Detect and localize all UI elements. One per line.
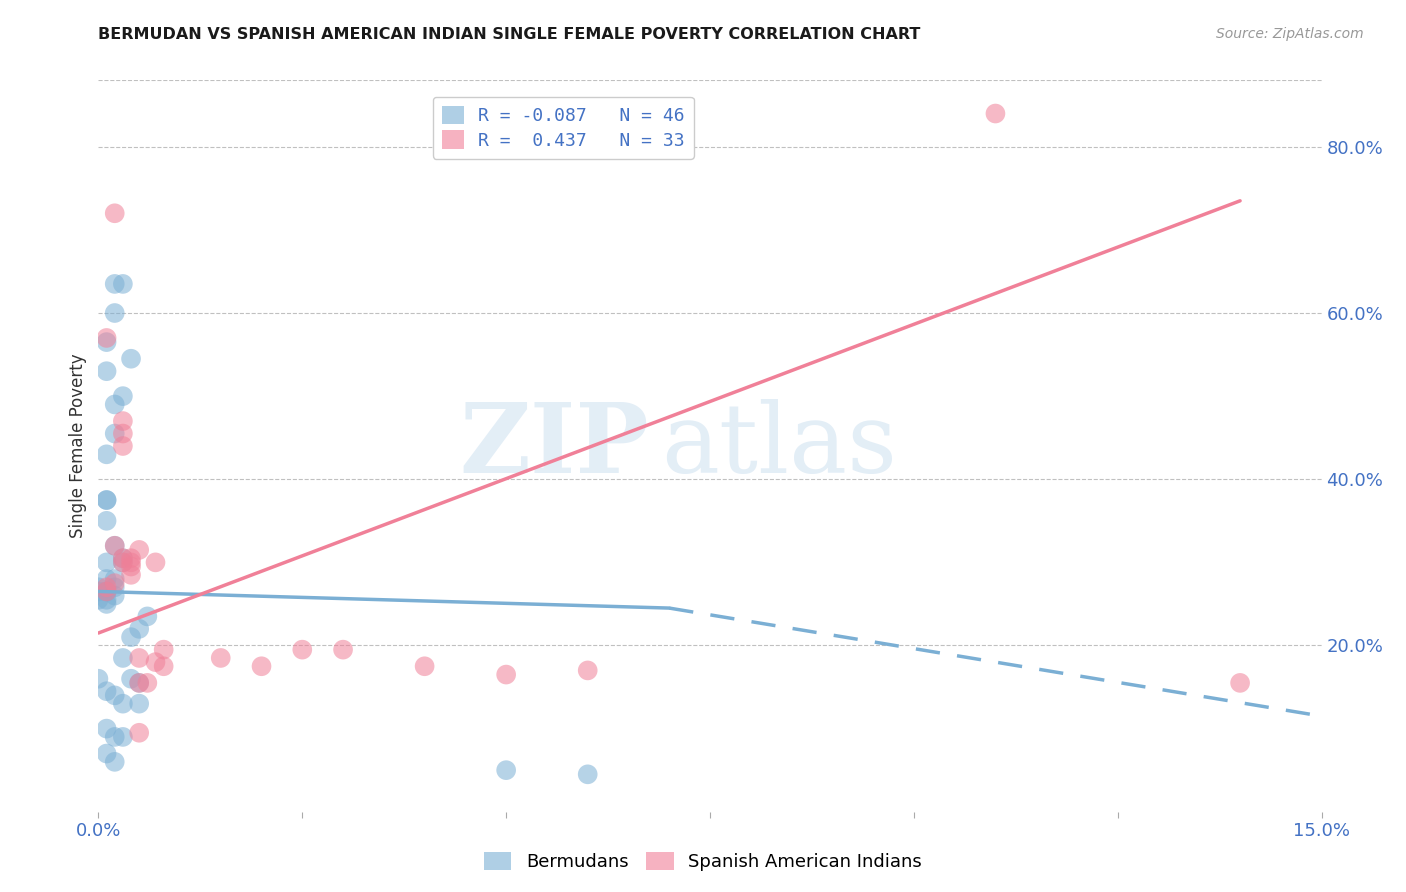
Point — [87, 584, 110, 599]
Point — [96, 722, 118, 736]
Point — [152, 642, 174, 657]
Point — [495, 763, 517, 777]
Point — [96, 584, 118, 599]
Point — [87, 592, 110, 607]
Point — [96, 584, 118, 599]
Point — [111, 414, 134, 428]
Point — [128, 651, 150, 665]
Point — [96, 572, 118, 586]
Point — [104, 206, 127, 220]
Point — [136, 609, 159, 624]
Point — [120, 555, 142, 569]
Point — [96, 555, 118, 569]
Point — [104, 277, 127, 291]
Point — [104, 539, 127, 553]
Point — [120, 630, 142, 644]
Point — [120, 551, 142, 566]
Point — [104, 397, 127, 411]
Point — [1229, 676, 1251, 690]
Point — [96, 335, 118, 350]
Point — [104, 572, 127, 586]
Point — [96, 447, 118, 461]
Point — [104, 580, 127, 594]
Point — [96, 514, 118, 528]
Legend: Bermudans, Spanish American Indians: Bermudans, Spanish American Indians — [477, 845, 929, 879]
Point — [96, 684, 118, 698]
Point — [96, 747, 118, 761]
Point — [104, 426, 127, 441]
Point — [120, 672, 142, 686]
Point — [111, 439, 134, 453]
Point — [87, 580, 110, 594]
Point — [128, 622, 150, 636]
Point — [209, 651, 232, 665]
Point — [96, 584, 118, 599]
Point — [111, 697, 134, 711]
Point — [111, 551, 134, 566]
Point — [152, 659, 174, 673]
Point — [145, 655, 167, 669]
Text: atlas: atlas — [661, 399, 897, 493]
Point — [136, 676, 159, 690]
Point — [111, 730, 134, 744]
Point — [104, 589, 127, 603]
Point — [145, 555, 167, 569]
Point — [111, 389, 134, 403]
Text: BERMUDAN VS SPANISH AMERICAN INDIAN SINGLE FEMALE POVERTY CORRELATION CHART: BERMUDAN VS SPANISH AMERICAN INDIAN SING… — [98, 27, 921, 42]
Point — [128, 676, 150, 690]
Point — [111, 555, 134, 569]
Point — [111, 555, 134, 569]
Point — [87, 672, 110, 686]
Text: Source: ZipAtlas.com: Source: ZipAtlas.com — [1216, 27, 1364, 41]
Point — [120, 567, 142, 582]
Point — [128, 542, 150, 557]
Point — [332, 642, 354, 657]
Point — [96, 364, 118, 378]
Point — [120, 351, 142, 366]
Point — [128, 676, 150, 690]
Point — [576, 767, 599, 781]
Point — [96, 493, 118, 508]
Point — [104, 689, 127, 703]
Point — [96, 493, 118, 508]
Point — [111, 551, 134, 566]
Point — [576, 664, 599, 678]
Point — [128, 725, 150, 739]
Point — [104, 730, 127, 744]
Point — [104, 755, 127, 769]
Point — [104, 539, 127, 553]
Point — [250, 659, 273, 673]
Point — [96, 592, 118, 607]
Point — [495, 667, 517, 681]
Point — [120, 559, 142, 574]
Text: ZIP: ZIP — [460, 399, 650, 493]
Point — [984, 106, 1007, 120]
Point — [111, 277, 134, 291]
Y-axis label: Single Female Poverty: Single Female Poverty — [69, 354, 87, 538]
Point — [111, 651, 134, 665]
Legend: R = -0.087   N = 46, R =  0.437   N = 33: R = -0.087 N = 46, R = 0.437 N = 33 — [433, 96, 693, 159]
Point — [291, 642, 314, 657]
Point — [104, 576, 127, 591]
Point — [96, 580, 118, 594]
Point — [96, 331, 118, 345]
Point — [96, 597, 118, 611]
Point — [413, 659, 436, 673]
Point — [104, 306, 127, 320]
Point — [111, 426, 134, 441]
Point — [128, 697, 150, 711]
